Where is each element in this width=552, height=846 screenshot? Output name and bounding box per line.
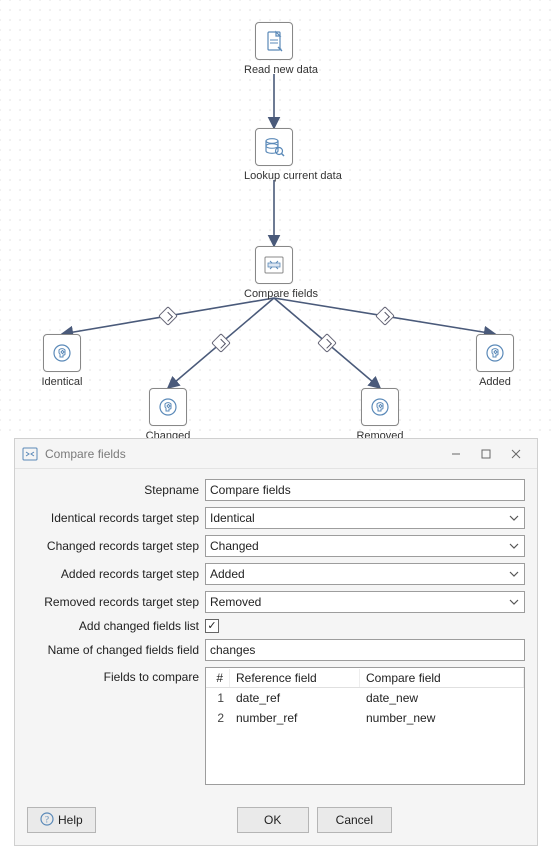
head-icon xyxy=(361,388,399,426)
identical-target-select[interactable]: Identical xyxy=(205,507,525,529)
node-compare[interactable]: Compare fields xyxy=(244,246,304,300)
db-lookup-icon xyxy=(255,128,293,166)
head-icon xyxy=(476,334,514,372)
cell-index: 1 xyxy=(206,689,230,707)
cell-index: 2 xyxy=(206,709,230,727)
node-added[interactable]: Added xyxy=(465,334,525,388)
fields-to-compare-label: Fields to compare xyxy=(27,667,205,684)
col-index: # xyxy=(206,669,230,687)
compare-fields-dialog: Compare fields Stepname Identical record… xyxy=(14,438,538,846)
col-reference: Reference field xyxy=(230,669,360,687)
node-label: Read new data xyxy=(244,64,304,76)
minimize-button[interactable] xyxy=(441,443,471,465)
table-row[interactable]: 1date_refdate_new xyxy=(206,688,524,708)
name-changed-input[interactable] xyxy=(205,639,525,661)
added-target-select[interactable]: Added xyxy=(205,563,525,585)
name-changed-label: Name of changed fields field xyxy=(27,643,205,657)
compare-icon xyxy=(21,445,39,463)
fields-grid[interactable]: # Reference field Compare field 1date_re… xyxy=(205,667,525,785)
ok-button[interactable]: OK xyxy=(237,807,309,833)
dialog-button-bar: ? Help OK Cancel xyxy=(15,799,537,845)
changed-target-select[interactable]: Changed xyxy=(205,535,525,557)
check-icon: ✓ xyxy=(207,621,216,632)
changed-target-label: Changed records target step xyxy=(27,539,205,553)
chevron-down-icon xyxy=(506,513,522,523)
node-label: Lookup current data xyxy=(244,170,304,182)
hop-marker-icon[interactable] xyxy=(158,306,178,326)
removed-target-value: Removed xyxy=(210,595,261,609)
hop-marker-icon[interactable] xyxy=(211,333,231,353)
cell-reference: number_ref xyxy=(230,709,360,727)
close-button[interactable] xyxy=(501,443,531,465)
dialog-body: Stepname Identical records target step I… xyxy=(15,469,537,799)
add-changed-label: Add changed fields list xyxy=(27,619,205,633)
identical-target-label: Identical records target step xyxy=(27,511,205,525)
node-read[interactable]: Read new data xyxy=(244,22,304,76)
cancel-button-label: Cancel xyxy=(336,813,373,827)
node-lookup[interactable]: Lookup current data xyxy=(244,128,304,182)
stepname-input[interactable] xyxy=(205,479,525,501)
changed-target-value: Changed xyxy=(210,539,259,553)
identical-target-value: Identical xyxy=(210,511,255,525)
cancel-button[interactable]: Cancel xyxy=(317,807,392,833)
removed-target-label: Removed records target step xyxy=(27,595,205,609)
hop-marker-icon[interactable] xyxy=(317,333,337,353)
col-compare: Compare field xyxy=(360,669,524,687)
node-changed[interactable]: Changed xyxy=(138,388,198,442)
node-identical[interactable]: Identical xyxy=(32,334,92,388)
help-icon: ? xyxy=(40,812,54,829)
cell-reference: date_ref xyxy=(230,689,360,707)
cell-compare: number_new xyxy=(360,709,524,727)
ok-button-label: OK xyxy=(264,813,281,827)
node-removed[interactable]: Removed xyxy=(350,388,410,442)
chevron-down-icon xyxy=(506,597,522,607)
stepname-label: Stepname xyxy=(27,483,205,497)
added-target-value: Added xyxy=(210,567,245,581)
node-label: Added xyxy=(465,376,525,388)
node-label: Identical xyxy=(32,376,92,388)
add-changed-checkbox[interactable]: ✓ xyxy=(205,619,219,633)
svg-text:?: ? xyxy=(45,814,49,824)
dialog-titlebar[interactable]: Compare fields xyxy=(15,439,537,469)
head-icon xyxy=(43,334,81,372)
dialog-title: Compare fields xyxy=(45,447,441,461)
compare-icon xyxy=(255,246,293,284)
cell-compare: date_new xyxy=(360,689,524,707)
help-button-label: Help xyxy=(58,813,83,827)
grid-header: # Reference field Compare field xyxy=(206,668,524,688)
added-target-label: Added records target step xyxy=(27,567,205,581)
hop-marker-icon[interactable] xyxy=(375,306,395,326)
workflow-canvas[interactable]: Read new data Lookup current data Compare … xyxy=(0,0,552,438)
removed-target-select[interactable]: Removed xyxy=(205,591,525,613)
table-row[interactable]: 2number_refnumber_new xyxy=(206,708,524,728)
head-icon xyxy=(149,388,187,426)
chevron-down-icon xyxy=(506,569,522,579)
help-button[interactable]: ? Help xyxy=(27,807,96,833)
node-label: Compare fields xyxy=(244,288,304,300)
file-icon xyxy=(255,22,293,60)
maximize-button[interactable] xyxy=(471,443,501,465)
chevron-down-icon xyxy=(506,541,522,551)
